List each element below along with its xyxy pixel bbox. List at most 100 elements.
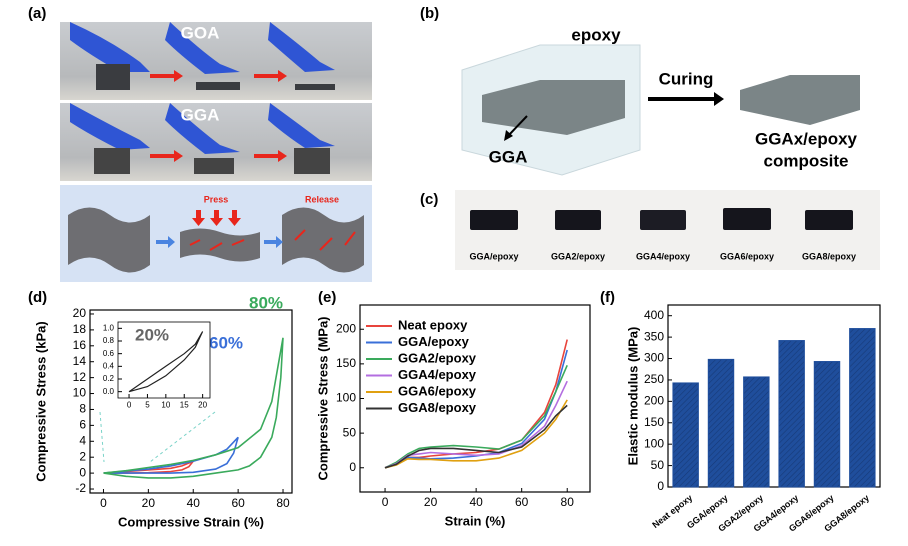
sample bbox=[196, 82, 240, 90]
bar bbox=[778, 340, 805, 488]
y-tick-label: 100 bbox=[336, 391, 356, 405]
x-tick-label: 60 bbox=[231, 496, 245, 510]
bar bbox=[813, 361, 841, 488]
sample bbox=[194, 158, 234, 174]
series-line bbox=[128, 331, 204, 393]
bar bbox=[707, 358, 735, 488]
legend-label: GGA/epoxy bbox=[398, 334, 470, 349]
plot-frame bbox=[89, 309, 293, 494]
bar bbox=[743, 376, 770, 488]
y-tick-label: 250 bbox=[644, 372, 664, 386]
y-tick-label: 1.0 bbox=[103, 323, 115, 332]
label: Release bbox=[305, 194, 339, 204]
x-tick-label: 20 bbox=[142, 496, 156, 510]
finger bbox=[165, 22, 240, 74]
x-tick-label: 5 bbox=[145, 400, 150, 409]
legend-label: GGA8/epoxy bbox=[398, 400, 477, 415]
y-tick-label: 200 bbox=[336, 321, 356, 335]
pointer bbox=[507, 115, 528, 137]
label: GGAx/epoxy bbox=[755, 129, 858, 148]
x-tick-label: 0 bbox=[382, 495, 389, 509]
label: (d) bbox=[28, 289, 47, 306]
finger bbox=[268, 103, 335, 148]
y-tick-label: 8 bbox=[79, 402, 86, 416]
y-tick-label: 50 bbox=[651, 458, 665, 472]
label: GGA/epoxy bbox=[469, 251, 518, 261]
series-line bbox=[384, 404, 568, 469]
legend-label: GGA4/epoxy bbox=[398, 367, 477, 382]
annotation: 60% bbox=[209, 333, 243, 352]
plot-frame bbox=[667, 304, 881, 488]
y-tick-label: 300 bbox=[644, 351, 664, 365]
label: (e) bbox=[318, 289, 336, 306]
annotation: 20% bbox=[135, 325, 169, 344]
legend-label: GGA6/epoxy bbox=[398, 383, 477, 398]
y-tick-label: 150 bbox=[644, 415, 664, 429]
y-tick-label: 18 bbox=[73, 322, 87, 336]
label: GGA6/epoxy bbox=[720, 251, 774, 261]
y-tick-label: 0 bbox=[349, 460, 356, 474]
x-tick-label: 0 bbox=[127, 400, 132, 409]
finger bbox=[165, 103, 240, 154]
inset-guides bbox=[99, 411, 216, 463]
y-tick-label: 0 bbox=[657, 479, 664, 493]
x-tick-label: 60 bbox=[515, 495, 529, 509]
y-tick-label: 0.2 bbox=[103, 374, 115, 383]
label: (a) bbox=[28, 5, 46, 22]
finger bbox=[268, 22, 335, 72]
pointer-head bbox=[504, 130, 513, 141]
y-tick-label: -2 bbox=[75, 481, 86, 495]
series-line bbox=[384, 399, 568, 469]
x-tick-label: 10 bbox=[161, 400, 170, 409]
blue-arrows bbox=[156, 236, 283, 248]
label: Curing bbox=[659, 69, 714, 88]
label: composite bbox=[763, 151, 848, 170]
label: (c) bbox=[420, 191, 438, 208]
label: GGA8/epoxy bbox=[802, 251, 856, 261]
x-tick-label: 20 bbox=[424, 495, 438, 509]
x-tick-label: 40 bbox=[469, 495, 483, 509]
y-tick-label: 150 bbox=[336, 356, 356, 370]
bar bbox=[672, 382, 699, 488]
series-line bbox=[384, 349, 568, 469]
structure bbox=[68, 207, 150, 273]
y-axis-label: Elastic modulus (MPa) bbox=[625, 327, 640, 466]
curing-arrow bbox=[648, 92, 724, 106]
sample bbox=[294, 148, 330, 174]
panel-a-photos bbox=[60, 22, 372, 282]
finger bbox=[70, 103, 150, 150]
label: (f) bbox=[600, 289, 615, 306]
x-tick-label: 0 bbox=[100, 496, 107, 510]
arrows bbox=[150, 70, 287, 162]
y-tick-label: 10 bbox=[73, 386, 87, 400]
label: epoxy bbox=[571, 25, 621, 44]
y-tick-label: 12 bbox=[73, 370, 87, 384]
panel-b bbox=[461, 44, 860, 176]
structure bbox=[282, 207, 364, 273]
sample bbox=[555, 210, 601, 230]
y-tick-label: 50 bbox=[343, 425, 357, 439]
y-tick-label: 0.6 bbox=[103, 349, 115, 358]
x-tick-label: 80 bbox=[276, 496, 290, 510]
sample bbox=[295, 84, 335, 90]
y-axis-label: Compressive Stress (kPa) bbox=[33, 321, 48, 481]
sample bbox=[640, 210, 686, 230]
y-tick-label: 6 bbox=[79, 418, 86, 432]
label: (b) bbox=[420, 5, 439, 22]
annotation: 80% bbox=[249, 293, 283, 312]
label: GGA bbox=[181, 105, 220, 124]
y-tick-label: 14 bbox=[73, 354, 87, 368]
finger bbox=[70, 22, 150, 72]
y-tick-label: 2 bbox=[79, 449, 86, 463]
press-arrows bbox=[192, 210, 241, 226]
y-tick-label: 4 bbox=[79, 433, 86, 447]
y-axis-label: Compressive Stress (MPa) bbox=[315, 316, 330, 480]
y-tick-label: 400 bbox=[644, 308, 664, 322]
x-tick-label: 15 bbox=[180, 400, 189, 409]
y-tick-label: 200 bbox=[644, 394, 664, 408]
y-tick-label: 0.0 bbox=[103, 387, 115, 396]
y-tick-label: 20 bbox=[73, 306, 87, 320]
y-tick-label: 0.4 bbox=[103, 361, 115, 370]
x-axis-label: Strain (%) bbox=[445, 513, 506, 528]
